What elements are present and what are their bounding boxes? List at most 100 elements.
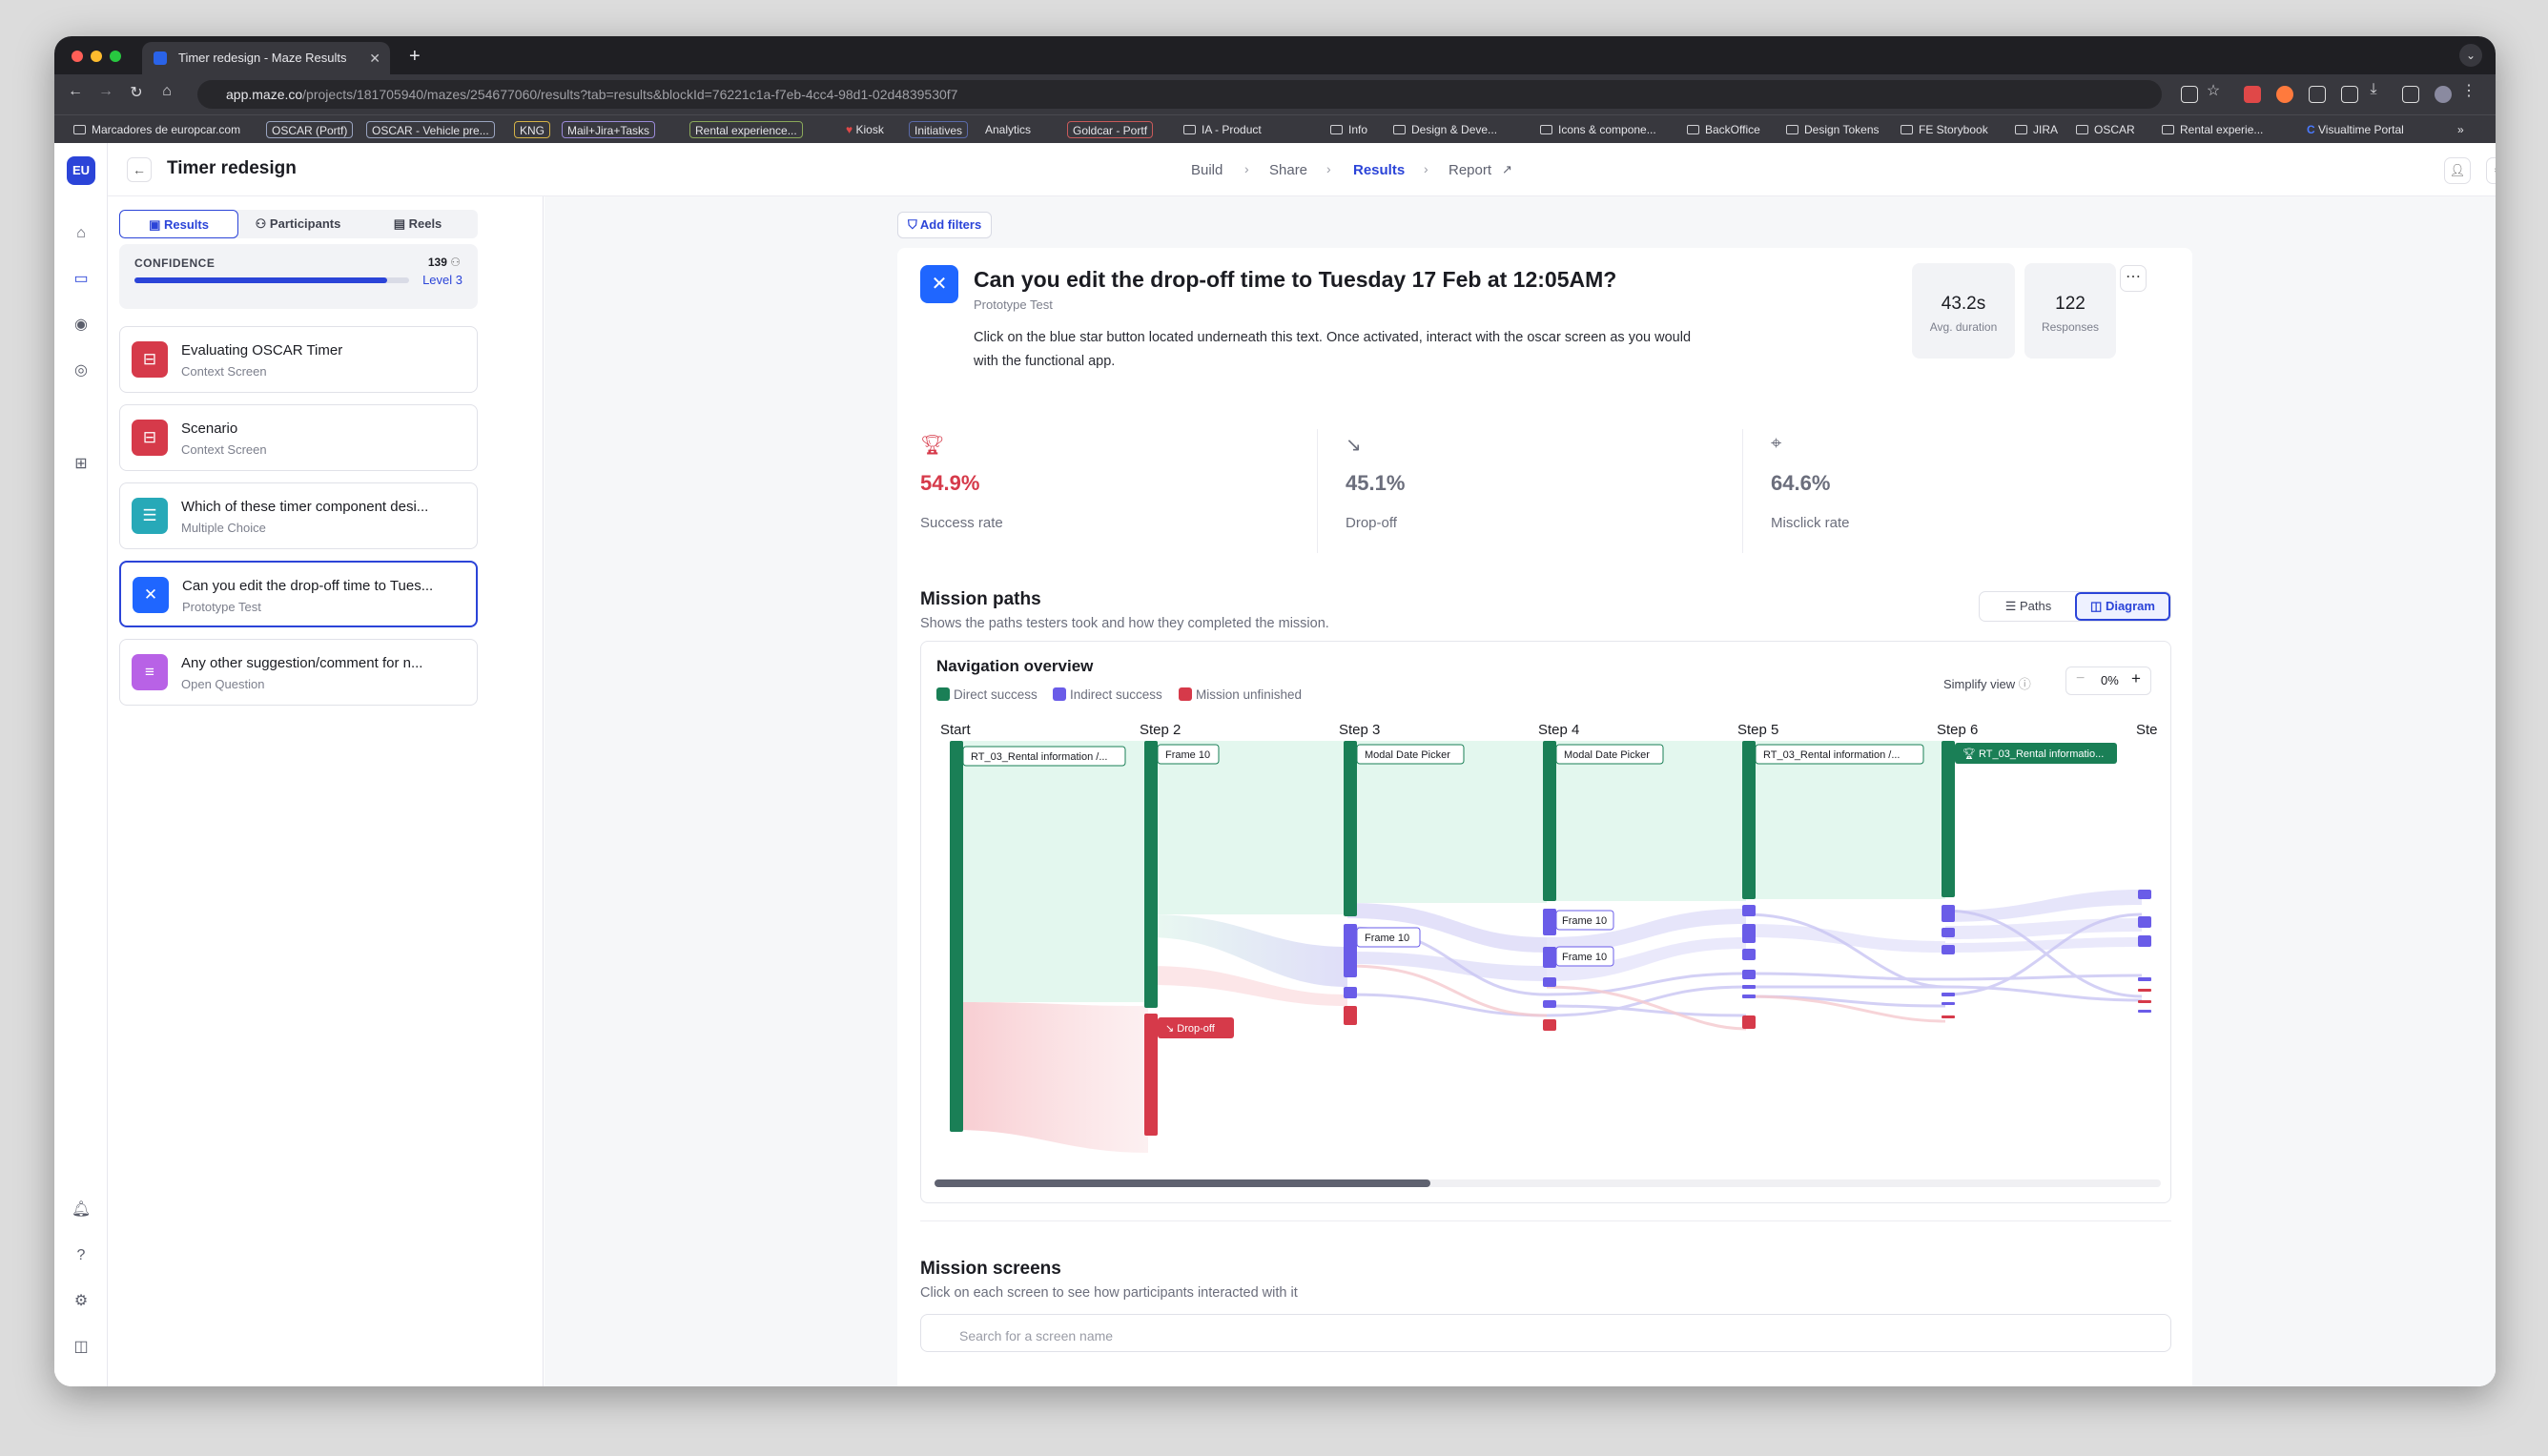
block-card[interactable]: ⊟ Scenario Context Screen (119, 404, 478, 471)
integrations-icon[interactable]: ⊞ (74, 456, 88, 472)
node-step4-success[interactable] (1543, 741, 1556, 901)
back-button[interactable]: ← (127, 157, 152, 182)
projects-folder-icon[interactable]: ▭ (73, 271, 89, 287)
node-step5-indirect[interactable] (1742, 970, 1756, 979)
increase-button[interactable]: + (2131, 669, 2141, 687)
node-step2-success[interactable] (1144, 741, 1158, 1008)
extension-icon[interactable] (2309, 86, 2326, 103)
maximize-window-button[interactable] (110, 51, 121, 62)
node-step6-indirect[interactable] (1942, 928, 1955, 937)
node-step5-success[interactable] (1742, 741, 1756, 899)
decrease-button[interactable]: − (2076, 670, 2086, 687)
node-step7-indirect[interactable] (2138, 977, 2151, 981)
tab-reels[interactable]: ▤ Reels (393, 216, 442, 231)
interviews-icon[interactable]: ◎ (74, 362, 88, 379)
forward-nav-icon[interactable]: → (98, 83, 113, 99)
node-step6-success[interactable] (1942, 741, 1955, 897)
profile-avatar-icon[interactable] (2435, 86, 2452, 103)
close-tab-icon[interactable]: ✕ (369, 51, 380, 66)
bookmark-star-icon[interactable]: ☆ (2206, 83, 2221, 99)
node-step4-indirect[interactable] (1543, 977, 1556, 987)
node-step4-indirect[interactable] (1543, 909, 1556, 935)
node-step7-indirect[interactable] (2138, 890, 2151, 899)
screen-search-input[interactable]: Search for a screen name (920, 1314, 2171, 1352)
bookmark[interactable]: KNG (514, 121, 551, 138)
extensions-puzzle-icon[interactable] (2341, 86, 2358, 103)
reading-list-icon[interactable] (2402, 86, 2419, 103)
block-card[interactable]: ☰ Which of these timer component desi...… (119, 482, 478, 549)
bookmark-folder[interactable]: Icons & compone... (1540, 121, 1656, 138)
bookmark[interactable]: OSCAR - Vehicle pre... (366, 121, 495, 138)
bookmark[interactable]: Initiatives (909, 121, 969, 138)
bookmark-folder[interactable]: IA - Product (1183, 121, 1262, 138)
browser-tab[interactable]: Timer redesign - Maze Results ✕ (142, 42, 390, 74)
node-step2-drop-off[interactable] (1144, 1014, 1158, 1136)
collapse-sidebar-icon[interactable]: ◫ (73, 1339, 89, 1355)
bookmark-folder[interactable]: Marcadores de europcar.com (73, 121, 240, 138)
invite-user-button[interactable]: 👤︎ (2444, 157, 2471, 184)
bookmark[interactable]: Goldcar - Portf (1067, 121, 1154, 138)
bookmark[interactable]: C Visualtime Portal (2307, 123, 2404, 136)
bookmark[interactable]: Analytics (985, 123, 1032, 136)
bookmark-folder[interactable]: OSCAR (2076, 121, 2135, 138)
breadcrumb-build[interactable]: Build (1191, 162, 1223, 178)
node-step4-indirect[interactable] (1543, 947, 1556, 968)
breadcrumb-report[interactable]: Report (1449, 162, 1492, 178)
node-step6-indirect[interactable] (1942, 945, 1955, 954)
bookmark-folder[interactable]: Design & Deve... (1393, 121, 1497, 138)
participants-icon[interactable]: ◉ (74, 317, 88, 333)
node-step5-indirect[interactable] (1742, 905, 1756, 916)
horizontal-scrollbar[interactable] (935, 1179, 2161, 1187)
tab-search-button[interactable]: ⌄ (2459, 44, 2482, 67)
node-step5-unfinished[interactable] (1742, 1015, 1756, 1029)
tab-results[interactable]: ▣ Results (119, 210, 238, 238)
more-bookmarks-icon[interactable]: » (2457, 123, 2464, 136)
block-card[interactable]: ⊟ Evaluating OSCAR Timer Context Screen (119, 326, 478, 393)
help-icon[interactable]: ? (76, 1247, 86, 1263)
extension-icon[interactable] (2244, 86, 2261, 103)
node-step6-indirect[interactable] (1942, 1002, 1955, 1005)
menu-kebab-icon[interactable]: ⋮ (2461, 83, 2476, 99)
home-icon[interactable]: ⌂ (76, 225, 86, 241)
node-step5-indirect[interactable] (1742, 995, 1756, 998)
bookmark[interactable]: ♥ Kiosk (846, 123, 884, 136)
node-step4-unfinished[interactable] (1543, 1019, 1556, 1031)
node-start[interactable] (950, 741, 963, 1132)
new-tab-button[interactable]: + (409, 46, 421, 67)
navigation-sankey-diagram[interactable]: RT_03_Rental information /... Frame 10 ↘… (921, 737, 2171, 1176)
breadcrumb-results[interactable]: Results (1353, 162, 1406, 178)
back-nav-icon[interactable]: ← (68, 83, 83, 99)
node-step7-indirect[interactable] (2138, 1010, 2151, 1013)
node-step3-success[interactable] (1344, 741, 1357, 916)
bookmark[interactable]: Rental experience... (689, 121, 803, 138)
node-step3-indirect[interactable] (1344, 924, 1357, 977)
screen-share-icon[interactable] (2181, 86, 2198, 103)
node-step5-indirect[interactable] (1742, 924, 1756, 943)
close-window-button[interactable] (72, 51, 83, 62)
block-card[interactable]: ≡ Any other suggestion/comment for n... … (119, 639, 478, 706)
settings-gear-icon[interactable]: ⚙ (73, 1293, 89, 1309)
paths-view-button[interactable]: ☰ Paths (2004, 599, 2052, 613)
node-step5-indirect[interactable] (1742, 985, 1756, 989)
scrollbar-thumb[interactable] (935, 1179, 1430, 1187)
breadcrumb-share[interactable]: Share (1269, 162, 1308, 178)
node-step7-unfinished[interactable] (2138, 989, 2151, 992)
address-bar[interactable]: app.maze.co/projects/181705940/mazes/254… (197, 80, 2162, 109)
bookmark[interactable]: OSCAR (Portf) (266, 121, 354, 138)
tab-participants[interactable]: ⚇ Participants (255, 216, 341, 231)
node-step5-indirect[interactable] (1742, 949, 1756, 960)
bookmark-folder[interactable]: FE Storybook (1901, 121, 1988, 138)
bookmark-folder[interactable]: Design Tokens (1786, 121, 1880, 138)
diagram-view-button[interactable]: ◫ Diagram (2075, 592, 2170, 621)
node-step7-unfinished[interactable] (2138, 1000, 2151, 1003)
bookmark-folder[interactable]: Rental experie... (2162, 121, 2263, 138)
settings-button[interactable]: ⚙ (2486, 157, 2496, 184)
bookmark-folder[interactable]: Info (1330, 121, 1367, 138)
node-step6-unfinished[interactable] (1942, 1015, 1955, 1018)
add-filters-button[interactable]: ⛉ Add filters (897, 212, 993, 238)
download-icon[interactable]: ⤓ (2370, 81, 2377, 97)
node-step7-indirect[interactable] (2138, 935, 2151, 947)
node-step6-indirect[interactable] (1942, 905, 1955, 922)
reload-icon[interactable]: ↻ (130, 85, 143, 101)
bookmark-folder[interactable]: JIRA (2015, 121, 2058, 138)
